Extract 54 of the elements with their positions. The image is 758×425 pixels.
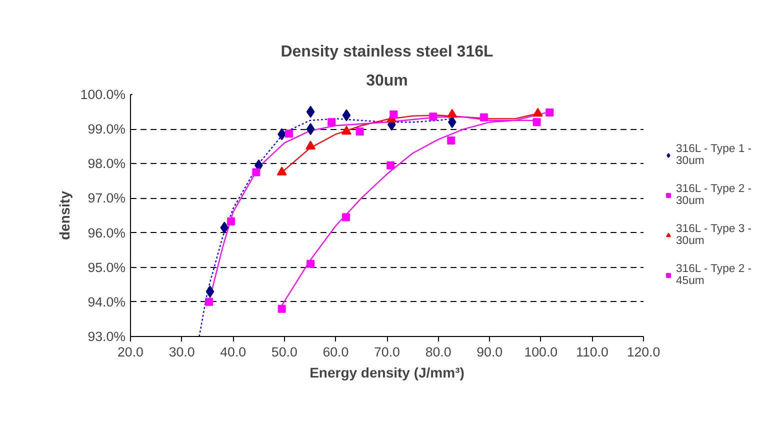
legend-label: 316L - Type 1 - 30um: [676, 143, 752, 167]
point: [390, 110, 398, 119]
point: [480, 113, 488, 122]
x-tick-label: 70.0: [374, 344, 400, 360]
x-tick-label: 110.0: [576, 344, 608, 360]
y-tick-label: 99.0%: [88, 122, 126, 137]
x-tick-label: 120.0: [626, 344, 660, 360]
point: [386, 161, 395, 170]
point: [220, 222, 229, 234]
x-tick-label: 20.0: [118, 344, 144, 360]
point: [448, 116, 456, 128]
y-tick-label: 97.0%: [88, 190, 126, 206]
x-tick-label: 100.0: [524, 344, 558, 360]
point: [532, 118, 541, 126]
point: [447, 136, 456, 144]
point: [546, 108, 554, 116]
x-tick-label: 40.0: [220, 344, 246, 360]
chart-subtitle: 30um: [366, 72, 408, 90]
point: [429, 112, 438, 121]
point: [306, 106, 315, 118]
point: [285, 130, 294, 138]
point: [278, 304, 286, 313]
x-tick-label: 50.0: [271, 344, 298, 360]
point: [532, 108, 543, 117]
x-axis-title: Energy density (J/mm³): [310, 364, 464, 380]
point: [276, 166, 287, 176]
y-tick-label: 96.0%: [88, 225, 126, 240]
point: [306, 260, 315, 268]
x-tick-label: 60.0: [322, 344, 349, 360]
y-axis-title: density: [56, 190, 72, 240]
x-tick-label: 90.0: [476, 344, 503, 360]
y-tick-label: 100.0%: [80, 87, 126, 102]
point: [342, 109, 351, 122]
point: [306, 140, 316, 150]
point: [447, 108, 458, 118]
point: [356, 127, 364, 136]
point: [252, 168, 260, 176]
point: [206, 286, 214, 298]
point: [227, 217, 236, 226]
x-tick-label: 30.0: [168, 344, 195, 360]
legend-label: 316L - Type 2 - 30um: [676, 183, 752, 207]
x-tick-label: 80.0: [425, 344, 452, 360]
legend-label: 316L - Type 2 - 45um: [676, 263, 752, 287]
point: [342, 213, 350, 222]
y-tick-label: 98.0%: [88, 156, 126, 172]
chart-title: Density stainless steel 316L: [280, 44, 494, 60]
legend-label: 316L - Type 3 - 30um: [676, 223, 752, 247]
point: [306, 123, 315, 136]
y-tick-label: 93.0%: [88, 329, 126, 344]
y-tick-label: 95.0%: [88, 260, 126, 275]
point: [204, 298, 213, 306]
point: [341, 126, 352, 135]
y-tick-label: 94.0%: [88, 294, 126, 310]
point: [328, 118, 336, 126]
